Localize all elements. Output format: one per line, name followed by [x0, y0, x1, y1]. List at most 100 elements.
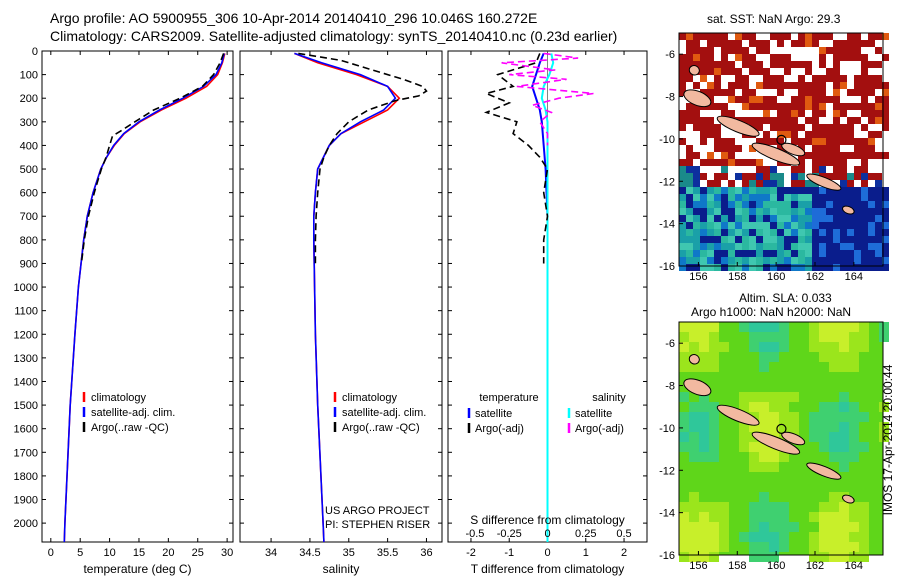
sst-map-cell [777, 215, 784, 222]
sst-map-cell [707, 250, 714, 257]
sla-map-cell [829, 422, 839, 432]
sst-map-frame [678, 32, 884, 267]
sst-map-cell [875, 264, 882, 271]
sst-map-cell [861, 40, 868, 47]
sst-map-cell [700, 243, 707, 250]
sst-map-cell [847, 180, 854, 187]
sla-map-cell [839, 422, 849, 432]
sst-map-cell [826, 257, 833, 264]
sst-map-cell [847, 117, 854, 124]
sst-lat-tick-label: -6 [665, 49, 675, 61]
sst-map-cell [728, 61, 735, 68]
sla-map-cell [689, 422, 699, 432]
difference-s-axis-label: S difference from climatology [470, 513, 625, 527]
sst-map-cell [770, 215, 777, 222]
sla-map-cell [769, 512, 779, 522]
sst-map-cell [728, 145, 735, 152]
sst-map-cell [875, 131, 882, 138]
sst-map-cell [819, 33, 826, 40]
sst-map-cell [812, 215, 819, 222]
sst-map-cell [763, 215, 770, 222]
sst-map-cell [791, 82, 798, 89]
sst-map-cell [686, 152, 693, 159]
sla-map-cell [699, 402, 709, 412]
sla-map-cell [699, 532, 709, 542]
sst-map-cell [882, 54, 889, 61]
sst-map-cell [875, 180, 882, 187]
sst-lat-tick-label: -14 [659, 219, 675, 231]
depth-tick-label: 400 [20, 140, 38, 152]
sst-map-cell [805, 68, 812, 75]
sla-map-cell [759, 492, 769, 502]
sst-map-cell [693, 250, 700, 257]
sla-map-cell [829, 342, 839, 352]
sla-map-cell [759, 512, 769, 522]
sla-map-cell [819, 352, 829, 362]
sst-map-cell [868, 75, 875, 82]
sst-map-cell [756, 124, 763, 131]
sst-map-cell [749, 215, 756, 222]
sst-map-cell [714, 257, 721, 264]
sla-map-cell [839, 352, 849, 362]
sst-map-cell [693, 47, 700, 54]
sst-map-cell [882, 96, 889, 103]
sst-map-cell [707, 194, 714, 201]
sla-lon-tick-label: 160 [767, 560, 785, 572]
sst-map-cell [833, 82, 840, 89]
sst-map-cell [861, 229, 868, 236]
sst-map-cell [805, 103, 812, 110]
depth-tick-label: 700 [20, 211, 38, 223]
sst-map-cell [686, 103, 693, 110]
sst-map-cell [791, 103, 798, 110]
sst-map-cell [763, 96, 770, 103]
sst-map-cell [819, 110, 826, 117]
sst-map-cell [728, 264, 735, 271]
temperature-series-0 [63, 53, 226, 543]
sst-map-cell [728, 180, 735, 187]
sst-map-cell [819, 194, 826, 201]
sla-map-cell [819, 422, 829, 432]
sst-map-cell [868, 264, 875, 271]
sla-map-cell [749, 442, 759, 452]
sst-map-cell [833, 243, 840, 250]
difference-series-0 [531, 53, 549, 542]
sst-map-cell [735, 229, 742, 236]
sst-map-cell [882, 257, 889, 264]
sst-map-cell [763, 82, 770, 89]
sst-map-cell [805, 257, 812, 264]
sst-map-cell [693, 243, 700, 250]
sst-map-cell [854, 194, 861, 201]
depth-tick-label: 1200 [14, 329, 38, 341]
salinity-series-1 [294, 52, 397, 543]
sst-island-0 [683, 89, 712, 108]
sst-map-cell [854, 173, 861, 180]
sla-map-cell [769, 522, 779, 532]
temperature-series-2 [80, 53, 225, 264]
sla-lat-tick-label: -8 [665, 381, 675, 393]
sst-map-cell [833, 89, 840, 96]
sst-map-cell [819, 96, 826, 103]
sst-map-cell [749, 201, 756, 208]
sla-map-cell [859, 342, 869, 352]
sst-map-cell [833, 208, 840, 215]
sst-map-cell [679, 75, 686, 82]
sst-map-cell [714, 243, 721, 250]
sst-map-cell [861, 82, 868, 89]
sla-map-cell [679, 412, 689, 422]
sst-map-cell [840, 75, 847, 82]
sst-map-cell [798, 236, 805, 243]
sst-map-cell [875, 236, 882, 243]
sla-map-cell [819, 412, 829, 422]
sla-map-cell [759, 462, 769, 472]
sst-map-cell [749, 208, 756, 215]
sla-map-cell [749, 462, 759, 472]
sla-map-cell [819, 502, 829, 512]
sst-map-cell [791, 61, 798, 68]
sst-map-cell [686, 75, 693, 82]
sst-map-cell [854, 75, 861, 82]
sst-map-cell [742, 215, 749, 222]
difference-x-tick-label: -1 [504, 547, 514, 559]
sla-lon-tick-label: 156 [689, 560, 707, 572]
sst-map-cell [784, 208, 791, 215]
